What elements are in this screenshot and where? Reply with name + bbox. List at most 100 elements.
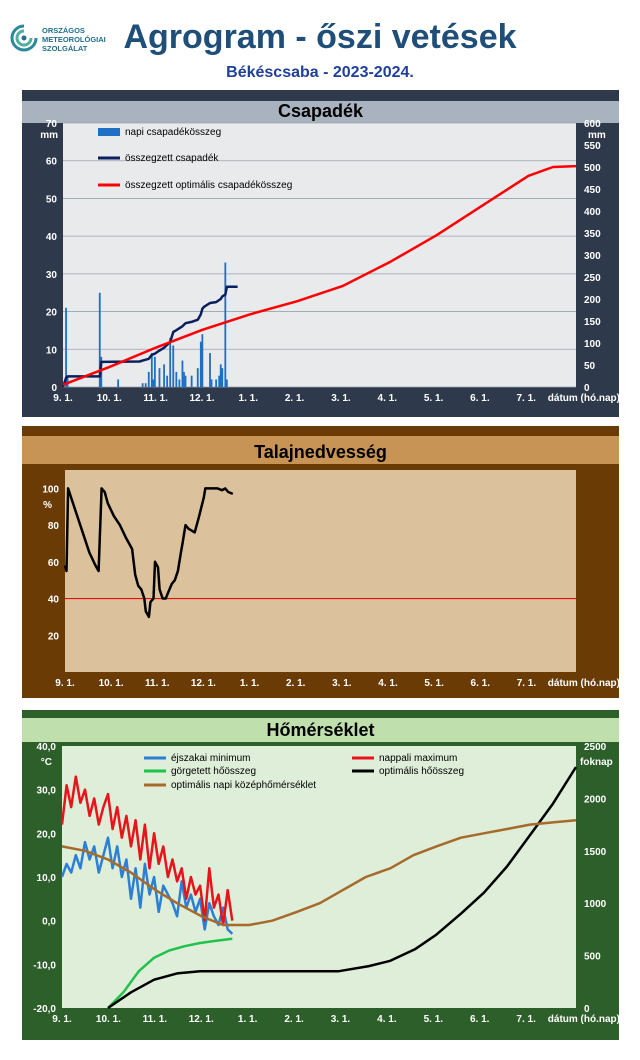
legend-label: összegzett csapadék xyxy=(125,153,219,164)
rain-bar xyxy=(221,368,224,387)
temperature-panel: Hőmérséklet -20,0 -10,0 0,0 10,0 20,0 30,0 40,0… xyxy=(22,710,619,1040)
y2-tick-label: 500 xyxy=(584,952,601,963)
rain-bar xyxy=(153,356,156,387)
omsz-logo-icon xyxy=(10,24,38,52)
y-tick-label: 40 xyxy=(46,232,58,243)
y2-tick-label: 200 xyxy=(584,295,601,306)
x-tick-label: 3. 1. xyxy=(332,678,352,689)
y-tick-label: 60 xyxy=(48,558,60,569)
y-tick-label: 20,0 xyxy=(37,829,57,840)
rain-bar xyxy=(219,364,222,387)
y2-tick-label: 0 xyxy=(584,1004,590,1015)
rain-bar xyxy=(184,375,187,387)
x-tick-label: 7. 1. xyxy=(517,393,537,404)
legend-label: nappali maximum xyxy=(379,753,457,764)
y-tick-label: 30,0 xyxy=(37,786,57,797)
soil-moisture-panel: Talajnedvesség 20 40 60 80 100% 9. 1. 10. 1. 11.… xyxy=(22,426,619,698)
legend-label: összegzett optimális csapadékösszeg xyxy=(125,180,292,191)
y2-tick-label: 2500 xyxy=(584,742,607,753)
x-tick-label: 11. 1. xyxy=(145,678,170,689)
y2-tick-label: 250 xyxy=(584,273,601,284)
x-tick-label: 1. 1. xyxy=(240,678,260,689)
rain-bar xyxy=(196,368,199,387)
rain-bar xyxy=(225,379,228,387)
rain-bar xyxy=(163,364,165,387)
rain-bar xyxy=(178,379,181,387)
y2-tick-label: 350 xyxy=(584,229,601,240)
page-title: Agrogram - őszi vetések xyxy=(123,18,517,56)
x-tick-label: 7. 1. xyxy=(516,1014,536,1025)
x-tick-label: 3. 1. xyxy=(331,1014,351,1025)
legend-label: éjszakai minimum xyxy=(171,753,250,764)
plot-area xyxy=(65,470,576,672)
series-line xyxy=(61,285,238,388)
series-line xyxy=(62,164,577,386)
series-line xyxy=(60,775,234,927)
x-tick-label: 10. 1. xyxy=(99,678,124,689)
rain-bar xyxy=(98,292,101,387)
series-line xyxy=(63,487,234,619)
x-tick-label: 12. 1. xyxy=(189,1014,214,1025)
x-tick-label: 11. 1. xyxy=(143,393,168,404)
logo-text: ORSZÁGOS METEOROLÓGIAI SZOLGÁLAT xyxy=(42,26,106,53)
x-tick-label: 12. 1. xyxy=(189,393,214,404)
y2-tick-label: 450 xyxy=(584,185,601,196)
y2-tick-label: 1500 xyxy=(584,847,607,858)
y2-axis-unit: foknap xyxy=(580,757,613,768)
x-tick-label: 10. 1. xyxy=(96,1014,121,1025)
y-tick-label: -20,0 xyxy=(33,1004,56,1015)
y2-tick-label: 600 xyxy=(584,119,601,130)
x-tick-label: 5. 1. xyxy=(424,393,444,404)
y-axis-unit: % xyxy=(43,500,52,511)
series-line xyxy=(60,836,234,935)
precipitation-panel: Csapadék 0 10 20 30 40 50 60 70 0 50 100 150 200 250 30… xyxy=(22,90,619,417)
y-tick-label: 40,0 xyxy=(37,742,57,753)
series-line xyxy=(107,937,233,1009)
rain-bar xyxy=(175,371,178,387)
x-tick-label: 12. 1. xyxy=(191,678,216,689)
y-tick-label: 70 xyxy=(46,119,58,130)
rain-bar xyxy=(201,334,204,387)
y-tick-label: 10 xyxy=(46,345,58,356)
chart-title: Hőmérséklet xyxy=(266,720,374,740)
x-tick-label: 6. 1. xyxy=(471,678,491,689)
y-axis-unit: mm xyxy=(40,130,58,141)
legend-label: optimális hőösszeg xyxy=(379,766,464,777)
x-tick-label: 5. 1. xyxy=(424,1014,444,1025)
y-axis-unit: °C xyxy=(41,757,52,768)
x-tick-label: 10. 1. xyxy=(97,393,122,404)
x-tick-label: 2. 1. xyxy=(285,393,305,404)
rain-bar xyxy=(209,353,211,387)
y2-tick-label: 0 xyxy=(584,383,590,394)
x-tick-label: 9. 1. xyxy=(55,678,75,689)
rain-bar xyxy=(147,371,150,387)
plot-area xyxy=(63,123,576,387)
chart-title: Talajnedvesség xyxy=(254,442,387,462)
soil-moisture-chart: Talajnedvesség 20 40 60 80 100% 9. 1. 10. 1. 11.… xyxy=(22,436,619,689)
y-tick-label: -10,0 xyxy=(33,960,56,971)
y-tick-label: 60 xyxy=(46,157,58,168)
y-tick-label: 20 xyxy=(48,631,60,642)
y2-tick-label: 300 xyxy=(584,251,601,262)
y2-tick-label: 1000 xyxy=(584,899,607,910)
rain-bar xyxy=(181,360,184,387)
x-axis-label: dátum (hó.nap) xyxy=(548,678,619,689)
rain-bar xyxy=(65,307,67,387)
rain-bar xyxy=(152,379,155,387)
x-tick-label: 4. 1. xyxy=(378,393,398,404)
y2-tick-label: 500 xyxy=(584,163,601,174)
temperature-chart: Hőmérséklet -20,0 -10,0 0,0 10,0 20,0 30,0 40,0… xyxy=(22,718,619,1025)
y-tick-label: 80 xyxy=(48,521,60,532)
y-tick-label: 20 xyxy=(46,308,58,319)
y2-axis-unit: mm xyxy=(588,130,606,141)
page-subtitle: Békéscsaba - 2023-2024. xyxy=(226,64,414,81)
x-axis-label: dátum (hó.nap) xyxy=(548,393,619,404)
legend-swatch xyxy=(98,128,120,136)
chart-title-band xyxy=(22,101,619,123)
y-tick-label: 30 xyxy=(46,270,58,281)
rain-bar xyxy=(199,341,202,387)
x-tick-label: 9. 1. xyxy=(53,393,73,404)
x-tick-label: 6. 1. xyxy=(470,393,490,404)
y2-tick-label: 400 xyxy=(584,207,601,218)
y2-tick-label: 550 xyxy=(584,141,601,152)
